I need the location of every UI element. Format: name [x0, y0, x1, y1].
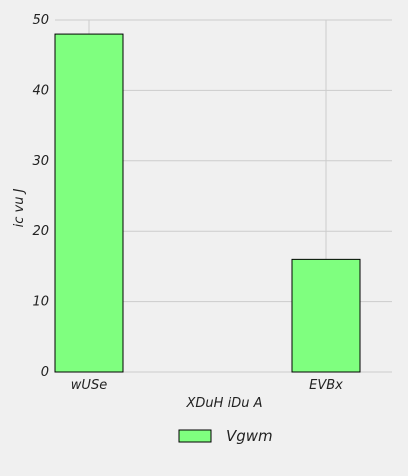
x-tick-label-EVBx: EVBx	[309, 378, 343, 393]
y-tick-label-10: 10	[32, 295, 49, 310]
legend-swatch-icon	[178, 429, 212, 443]
bars	[54, 33, 361, 373]
legend: Vgwm	[178, 427, 273, 445]
y-tick-label-0: 0	[41, 365, 49, 380]
y-tick-label-30: 30	[32, 154, 49, 169]
y-tick-label-20: 20	[32, 224, 49, 239]
y-tick-label-40: 40	[32, 83, 49, 98]
y-axis-ticks: 0 10 20 30 40 50	[32, 13, 49, 380]
x-axis-label: XDuH iDu A	[186, 396, 263, 411]
bar-EVBx	[291, 258, 361, 373]
bar-wUSe	[54, 33, 124, 373]
x-tick-label-wUSe: wUSe	[71, 378, 107, 393]
y-axis-label: ic vu J	[12, 188, 27, 227]
x-axis-ticks: wUSe EVBx	[71, 378, 343, 393]
y-tick-label-50: 50	[32, 13, 49, 28]
legend-label: Vgwm	[226, 427, 273, 445]
